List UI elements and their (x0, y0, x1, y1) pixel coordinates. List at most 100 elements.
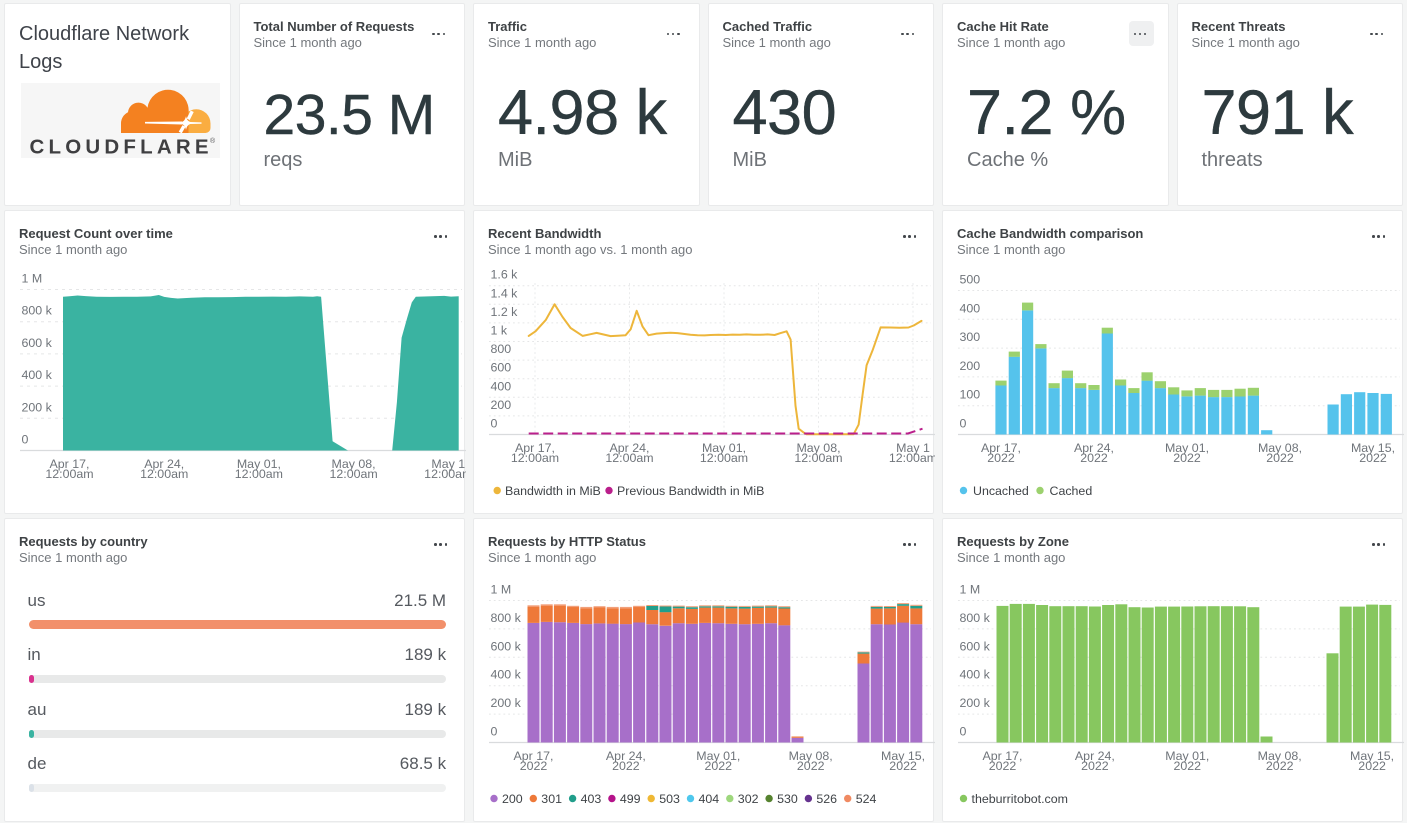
svg-text:0: 0 (22, 432, 29, 446)
svg-text:12:00am: 12:00am (889, 451, 935, 465)
svg-text:2022: 2022 (1266, 451, 1294, 465)
svg-text:300: 300 (960, 330, 981, 344)
svg-text:1.6 k: 1.6 k (491, 267, 519, 281)
svg-text:800 k: 800 k (960, 610, 991, 624)
svg-text:524: 524 (856, 792, 877, 806)
svg-text:2022: 2022 (1174, 759, 1202, 773)
svg-text:499: 499 (620, 792, 641, 806)
svg-text:Apr 17,: Apr 17, (50, 457, 90, 471)
svg-text:CLOUDFLARE: CLOUDFLARE (30, 136, 213, 159)
svg-text:1 k: 1 k (491, 323, 508, 337)
svg-text:1.4 k: 1.4 k (491, 286, 519, 300)
svg-text:530: 530 (777, 792, 798, 806)
svg-text:200 k: 200 k (960, 696, 991, 710)
svg-text:100: 100 (960, 387, 981, 401)
svg-text:0: 0 (491, 724, 498, 738)
svg-text:2022: 2022 (1081, 759, 1109, 773)
svg-text:12:00am: 12:00am (794, 451, 842, 465)
svg-text:500: 500 (960, 272, 981, 286)
svg-text:May 01,: May 01, (702, 441, 746, 455)
svg-text:2022: 2022 (1359, 451, 1387, 465)
svg-text:2022: 2022 (705, 759, 733, 773)
svg-text:400 k: 400 k (22, 368, 53, 382)
svg-text:503: 503 (659, 792, 680, 806)
svg-text:Previous Bandwidth in MiB: Previous Bandwidth in MiB (617, 484, 764, 498)
svg-text:2022: 2022 (797, 759, 825, 773)
svg-text:Apr 17,: Apr 17, (514, 749, 554, 763)
svg-text:800 k: 800 k (491, 610, 522, 624)
svg-text:May 15,: May 15, (881, 749, 925, 763)
svg-text:2022: 2022 (1173, 451, 1201, 465)
svg-text:May 1: May 1 (896, 441, 930, 455)
svg-text:2022: 2022 (1080, 451, 1108, 465)
svg-text:May 08,: May 08, (789, 749, 833, 763)
svg-text:200 k: 200 k (491, 696, 522, 710)
svg-text:12:00am: 12:00am (140, 467, 188, 481)
svg-text:Apr 24,: Apr 24, (1074, 441, 1114, 455)
svg-text:May 08,: May 08, (1258, 441, 1302, 455)
svg-text:May 1: May 1 (431, 457, 465, 471)
svg-text:2022: 2022 (520, 759, 548, 773)
svg-text:12:00am: 12:00am (45, 467, 93, 481)
svg-text:Apr 24,: Apr 24, (144, 457, 184, 471)
svg-text:800 k: 800 k (22, 303, 53, 317)
svg-text:526: 526 (816, 792, 837, 806)
svg-text:2022: 2022 (1358, 759, 1386, 773)
svg-text:May 15,: May 15, (1350, 749, 1394, 763)
svg-text:12:00am: 12:00am (424, 467, 466, 481)
svg-text:600 k: 600 k (960, 639, 991, 653)
svg-text:Uncached: Uncached (973, 484, 1029, 498)
svg-text:200: 200 (502, 792, 523, 806)
svg-text:1 M: 1 M (491, 582, 512, 596)
svg-text:2022: 2022 (1266, 759, 1294, 773)
svg-text:400 k: 400 k (960, 667, 991, 681)
svg-text:May 08,: May 08, (332, 457, 376, 471)
svg-text:600 k: 600 k (22, 335, 53, 349)
svg-text:12:00am: 12:00am (511, 451, 559, 465)
svg-text:12:00am: 12:00am (235, 467, 283, 481)
svg-text:1 M: 1 M (22, 271, 43, 285)
svg-text:theburritobot.com: theburritobot.com (972, 792, 1068, 806)
svg-text:May 08,: May 08, (796, 441, 840, 455)
svg-text:Apr 17,: Apr 17, (515, 441, 555, 455)
svg-text:May 01,: May 01, (237, 457, 281, 471)
svg-text:404: 404 (699, 792, 720, 806)
svg-text:Cached: Cached (1050, 484, 1093, 498)
svg-text:1.2 k: 1.2 k (491, 304, 519, 318)
svg-text:0: 0 (491, 416, 498, 430)
svg-text:Bandwidth in MiB: Bandwidth in MiB (505, 484, 601, 498)
svg-text:400: 400 (960, 301, 981, 315)
svg-text:2022: 2022 (889, 759, 917, 773)
svg-text:200: 200 (960, 358, 981, 372)
svg-text:Apr 17,: Apr 17, (981, 441, 1021, 455)
svg-text:400: 400 (491, 379, 512, 393)
svg-text:301: 301 (541, 792, 562, 806)
svg-text:Apr 24,: Apr 24, (606, 749, 646, 763)
svg-text:600: 600 (491, 360, 512, 374)
svg-text:Apr 17,: Apr 17, (983, 749, 1023, 763)
svg-text:May 08,: May 08, (1258, 749, 1302, 763)
svg-text:2022: 2022 (987, 451, 1015, 465)
svg-text:2022: 2022 (612, 759, 640, 773)
svg-text:1 M: 1 M (960, 582, 981, 596)
svg-text:May 01,: May 01, (1165, 441, 1209, 455)
svg-text:May 01,: May 01, (1165, 749, 1209, 763)
svg-text:12:00am: 12:00am (700, 451, 748, 465)
svg-text:Apr 24,: Apr 24, (610, 441, 650, 455)
svg-text:Apr 24,: Apr 24, (1075, 749, 1115, 763)
svg-text:302: 302 (738, 792, 759, 806)
svg-text:0: 0 (960, 724, 967, 738)
svg-text:May 15,: May 15, (1351, 441, 1395, 455)
svg-text:600 k: 600 k (491, 639, 522, 653)
svg-text:12:00am: 12:00am (605, 451, 653, 465)
svg-text:May 01,: May 01, (696, 749, 740, 763)
svg-text:800: 800 (491, 342, 512, 356)
svg-text:200: 200 (491, 397, 512, 411)
svg-text:200 k: 200 k (22, 400, 53, 414)
svg-text:12:00am: 12:00am (329, 467, 377, 481)
svg-text:0: 0 (960, 416, 967, 430)
svg-text:400 k: 400 k (491, 667, 522, 681)
svg-text:403: 403 (581, 792, 602, 806)
svg-text:2022: 2022 (989, 759, 1017, 773)
svg-text:®: ® (210, 137, 216, 145)
